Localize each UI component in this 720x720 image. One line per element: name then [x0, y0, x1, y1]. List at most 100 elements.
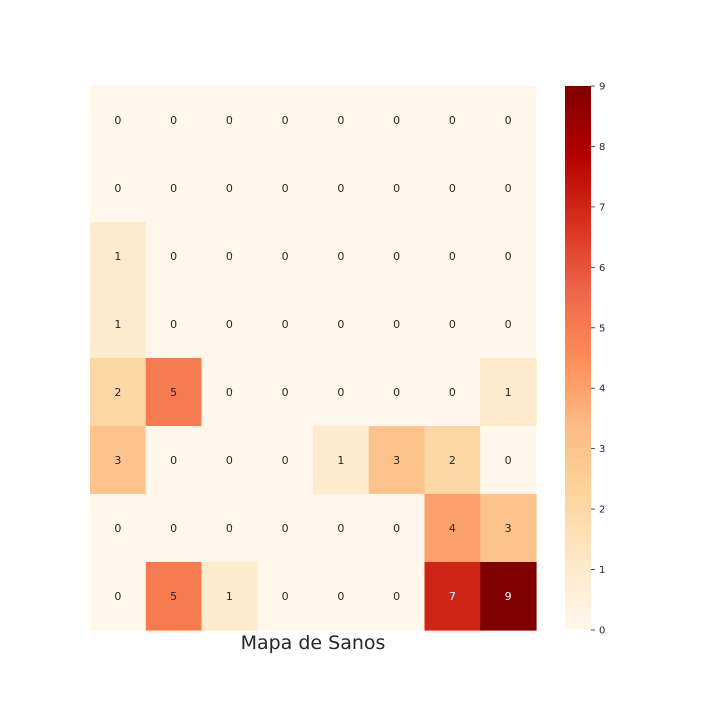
- heatmap-cell-label-r2-c0: 1: [114, 250, 121, 263]
- heatmap-cell-label-r0-c5: 0: [393, 114, 400, 127]
- colorbar-tick-label: 0: [599, 626, 605, 637]
- heatmap-cell-label-r3-c7: 0: [505, 318, 512, 331]
- heatmap-cell-r0-c1: [145, 86, 203, 155]
- heatmap-cell-label-r5-c4: 1: [337, 454, 344, 467]
- heatmap-cell-label-r5-c2: 0: [226, 454, 233, 467]
- heatmap-cell-r7-c1: [145, 562, 203, 631]
- heatmap-cell-r2-c7: [480, 222, 537, 291]
- heatmap-cell-r3-c7: [480, 290, 537, 359]
- heatmap-cell-r4-c7: [480, 358, 537, 427]
- heatmap-cell-r6-c7: [480, 494, 537, 563]
- heatmap-cell-label-r1-c0: 0: [114, 182, 121, 195]
- heatmap-cell-label-r4-c2: 0: [226, 386, 233, 399]
- heatmap-cell-label-r7-c7: 9: [505, 590, 512, 603]
- heatmap-cell-label-r4-c4: 0: [337, 386, 344, 399]
- heatmap-cell-label-r3-c0: 1: [114, 318, 121, 331]
- colorbar-ticks: 0 1 2 3 4 5 6 7 8 9: [591, 82, 605, 637]
- heatmap-cell-label-r7-c0: 0: [114, 590, 121, 603]
- heatmap-cell-r2-c6: [424, 222, 481, 291]
- heatmap-cell-label-r1-c5: 0: [393, 182, 400, 195]
- heatmap-cell-label-r6-c3: 0: [282, 522, 289, 535]
- heatmap-cell-r5-c1: [145, 426, 203, 495]
- heatmap-cell-r5-c6: [424, 426, 481, 495]
- heatmap-cell-label-r0-c1: 0: [170, 114, 177, 127]
- heatmap-cell-r3-c2: [201, 290, 258, 359]
- heatmap-cell-label-r0-c6: 0: [449, 114, 456, 127]
- heatmap-cell-label-r2-c3: 0: [282, 250, 289, 263]
- heatmap-cell-r3-c0: [90, 290, 147, 359]
- heatmap-cell-r7-c3: [257, 562, 314, 631]
- heatmap-cell-label-r0-c2: 0: [226, 114, 233, 127]
- heatmap-cell-label-r6-c4: 0: [337, 522, 344, 535]
- heatmap-cell-label-r2-c6: 0: [449, 250, 456, 263]
- heatmap-cell-r4-c5: [368, 358, 426, 427]
- heatmap-cell-label-r1-c1: 0: [170, 182, 177, 195]
- heatmap-cell-label-r2-c2: 0: [226, 250, 233, 263]
- heatmap-cell-label-r1-c2: 0: [226, 182, 233, 195]
- colorbar-tick-label: 3: [599, 444, 605, 455]
- heatmap-cell-r5-c5: [368, 426, 426, 495]
- heatmap-cell-r7-c5: [368, 562, 426, 631]
- heatmap-cell-label-r1-c3: 0: [282, 182, 289, 195]
- heatmap-cell-r3-c4: [313, 290, 370, 359]
- heatmap-cell-label-r2-c5: 0: [393, 250, 400, 263]
- heatmap-cell-label-r3-c4: 0: [337, 318, 344, 331]
- heatmap-cell-r6-c5: [368, 494, 426, 563]
- heatmap-cell-label-r4-c1: 5: [170, 386, 177, 399]
- colorbar-tick-label: 9: [599, 82, 605, 93]
- heatmap-cell-label-r6-c6: 4: [449, 522, 456, 535]
- heatmap-cell-r0-c4: [313, 86, 370, 155]
- heatmap-cell-r2-c0: [90, 222, 147, 291]
- heatmap-cell-label-r4-c5: 0: [393, 386, 400, 399]
- heatmap-cell-r4-c1: [145, 358, 203, 427]
- heatmap-cell-label-r7-c6: 7: [449, 590, 456, 603]
- heatmap-cell-r5-c3: [257, 426, 314, 495]
- heatmap-cell-r7-c4: [313, 562, 370, 631]
- heatmap-cell-r0-c7: [480, 86, 537, 155]
- heatmap-cell-r6-c4: [313, 494, 370, 563]
- colorbar: [565, 86, 591, 630]
- heatmap-cell-label-r4-c7: 1: [505, 386, 512, 399]
- heatmap-cell-r6-c2: [201, 494, 258, 563]
- heatmap-cell-label-r7-c3: 0: [282, 590, 289, 603]
- heatmap-cell-r6-c6: [424, 494, 481, 563]
- heatmap-cell-r1-c1: [145, 154, 203, 223]
- heatmap-cell-label-r5-c7: 0: [505, 454, 512, 467]
- heatmap-cell-label-r5-c3: 0: [282, 454, 289, 467]
- heatmap-cell-r6-c0: [90, 494, 147, 563]
- heatmap-cell-r1-c0: [90, 154, 147, 223]
- heatmap-cell-r1-c4: [313, 154, 370, 223]
- heatmap-cell-label-r0-c0: 0: [114, 114, 121, 127]
- colorbar-tick-label: 5: [599, 323, 605, 334]
- heatmap-cell-label-r3-c2: 0: [226, 318, 233, 331]
- heatmap-cell-label-r6-c5: 0: [393, 522, 400, 535]
- heatmap-cell-r7-c7: [480, 562, 537, 631]
- heatmap-cell-label-r2-c1: 0: [170, 250, 177, 263]
- heatmap-cell-label-r1-c4: 0: [337, 182, 344, 195]
- heatmap-cell-r7-c2: [201, 562, 258, 631]
- heatmap-cell-label-r3-c5: 0: [393, 318, 400, 331]
- colorbar-tick-label: 4: [599, 384, 605, 395]
- heatmap-cell-r0-c5: [368, 86, 426, 155]
- heatmap-cell-label-r7-c5: 0: [393, 590, 400, 603]
- heatmap-cell-label-r7-c4: 0: [337, 590, 344, 603]
- heatmap-cell-r1-c5: [368, 154, 426, 223]
- colorbar-tick-label: 6: [599, 263, 605, 274]
- colorbar-tick-label: 8: [599, 142, 605, 153]
- heatmap-cell-label-r3-c1: 0: [170, 318, 177, 331]
- heatmap-cell-r1-c6: [424, 154, 481, 223]
- heatmap-cell-r4-c3: [257, 358, 314, 427]
- heatmap-cell-label-r7-c2: 1: [226, 590, 233, 603]
- heatmap-cell-r3-c6: [424, 290, 481, 359]
- heatmap-cell-label-r0-c4: 0: [337, 114, 344, 127]
- heatmap-cell-label-r6-c7: 3: [505, 522, 512, 535]
- heatmap-cell-r0-c0: [90, 86, 147, 155]
- heatmap-cell-r2-c4: [313, 222, 370, 291]
- heatmap-cell-r2-c3: [257, 222, 314, 291]
- heatmap-cell-r6-c1: [145, 494, 203, 563]
- heatmap-cell-label-r4-c6: 0: [449, 386, 456, 399]
- heatmap-cell-label-r1-c7: 0: [505, 182, 512, 195]
- colorbar-tick-label: 7: [599, 202, 605, 213]
- heatmap-cell-label-r5-c0: 3: [114, 454, 121, 467]
- heatmap-cell-r4-c6: [424, 358, 481, 427]
